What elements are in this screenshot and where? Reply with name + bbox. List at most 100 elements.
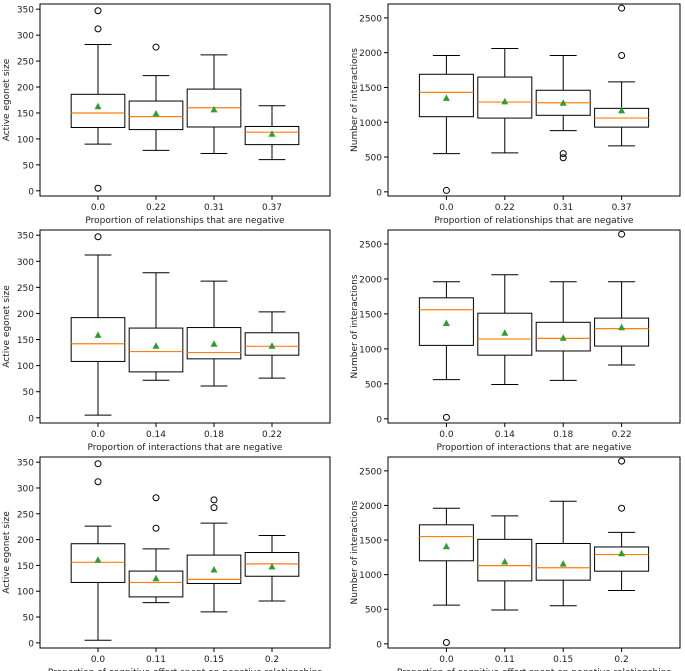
x-axis-label: Proportion of interactions that are nega…: [437, 443, 632, 453]
y-tick-label: 500: [365, 606, 382, 616]
y-tick-label: 0: [28, 414, 34, 424]
outlier-point: [94, 233, 102, 241]
y-axis-label: Active egonet size: [2, 58, 12, 141]
y-tick-label: 0: [376, 415, 382, 425]
box-group: [477, 274, 533, 386]
x-tick-label: 0.22: [146, 203, 166, 213]
mean-marker: [501, 97, 509, 105]
box-group: [477, 515, 533, 611]
mean-marker: [268, 130, 276, 137]
x-tick-label: 0.15: [204, 655, 224, 665]
y-tick-label: 250: [17, 58, 34, 68]
y-tick-label: 2000: [359, 49, 382, 59]
chart-panel: 0 50 100 150 200 250 300 350 Active egonet size 0…: [2, 229, 331, 453]
mean-marker: [152, 342, 160, 349]
x-tick-label: 0.31: [553, 203, 573, 213]
x-tick-label: 0.18: [553, 430, 573, 440]
y-tick-label: 200: [17, 310, 34, 320]
y-tick-label: 500: [365, 154, 382, 164]
y-tick-label: 2500: [359, 14, 382, 24]
y-tick-label: 1000: [359, 345, 382, 355]
box-group: [128, 43, 184, 151]
box-iqr: [418, 297, 474, 346]
mean-marker: [268, 342, 276, 349]
x-axis-label: Proportion of cognitive effort spent on …: [48, 668, 323, 671]
box-iqr: [244, 125, 300, 146]
box-iqr: [477, 76, 533, 119]
box-iqr: [70, 543, 126, 583]
y-axis-label: Number of interactions: [350, 274, 360, 378]
mean-marker: [442, 542, 450, 550]
mean-marker: [152, 574, 160, 582]
outlier-point: [152, 43, 160, 51]
mean-marker: [210, 105, 218, 113]
x-tick-label: 0.0: [439, 655, 454, 665]
box-iqr: [70, 317, 126, 362]
box-iqr: [477, 538, 533, 582]
box-group: [186, 54, 242, 154]
y-tick-label: 350: [17, 232, 34, 242]
x-tick-label: 0.0: [91, 655, 106, 665]
box-iqr: [535, 321, 591, 352]
box-group: [418, 507, 474, 646]
chart-panel: 0 50 100 150 200 250 300 350 Active egonet size 0…: [2, 3, 331, 226]
x-axis-label: Proportion of interactions that are nega…: [88, 443, 283, 453]
y-axis-label: Active egonet size: [2, 285, 12, 368]
y-tick-label: 1500: [359, 84, 382, 94]
outlier-point: [152, 524, 160, 532]
x-tick-label: 0.0: [439, 203, 454, 213]
x-tick-label: 0.15: [553, 655, 573, 665]
mean-marker: [559, 334, 567, 341]
mean-marker: [268, 562, 276, 570]
y-tick-label: 0: [376, 640, 382, 650]
mean-marker: [559, 99, 567, 106]
x-tick-label: 0.2: [614, 655, 628, 665]
x-tick-label: 0.14: [495, 430, 515, 440]
x-axis-label: Proportion of relationships that are neg…: [85, 216, 285, 226]
y-axis-label: Number of interactions: [350, 500, 360, 604]
box-group: [244, 105, 300, 161]
box-group: [535, 281, 591, 381]
y-tick-label: 0: [376, 188, 382, 198]
outlier-point: [559, 150, 567, 158]
mean-marker: [501, 329, 509, 336]
y-tick-label: 200: [17, 84, 34, 94]
outlier-point: [94, 25, 102, 33]
y-tick-label: 100: [17, 588, 34, 598]
y-tick-label: 2000: [359, 502, 382, 512]
mean-marker: [618, 106, 626, 114]
box-group: [244, 534, 300, 602]
y-tick-label: 200: [17, 536, 34, 546]
plot-frame: [387, 229, 681, 424]
y-tick-label: 0: [28, 639, 34, 649]
y-tick-label: 300: [17, 32, 34, 42]
mean-marker: [152, 109, 160, 117]
box-iqr: [594, 546, 650, 572]
box-iqr: [186, 327, 242, 360]
y-tick-label: 300: [17, 484, 34, 494]
mean-marker: [210, 566, 218, 573]
outlier-point: [442, 413, 450, 421]
y-tick-label: 50: [23, 614, 35, 624]
mean-marker: [94, 331, 102, 338]
y-axis-label: Active egonet size: [2, 511, 12, 594]
y-tick-label: 250: [17, 510, 34, 520]
box-group: [535, 500, 591, 607]
x-tick-label: 0.22: [262, 430, 282, 440]
y-tick-label: 500: [365, 380, 382, 390]
box-iqr: [418, 524, 474, 562]
box-iqr: [594, 317, 650, 347]
outlier-point: [94, 460, 102, 468]
mean-marker: [442, 319, 450, 327]
x-tick-label: 0.0: [439, 430, 454, 440]
box-group: [186, 280, 242, 387]
outlier-point: [210, 504, 218, 512]
plot-frame: [39, 229, 331, 424]
mean-marker: [94, 556, 102, 563]
y-tick-label: 1500: [359, 310, 382, 320]
x-tick-label: 0.18: [204, 430, 224, 440]
box-group: [477, 48, 533, 154]
box-group: [418, 54, 474, 194]
x-tick-label: 0.22: [495, 203, 515, 213]
